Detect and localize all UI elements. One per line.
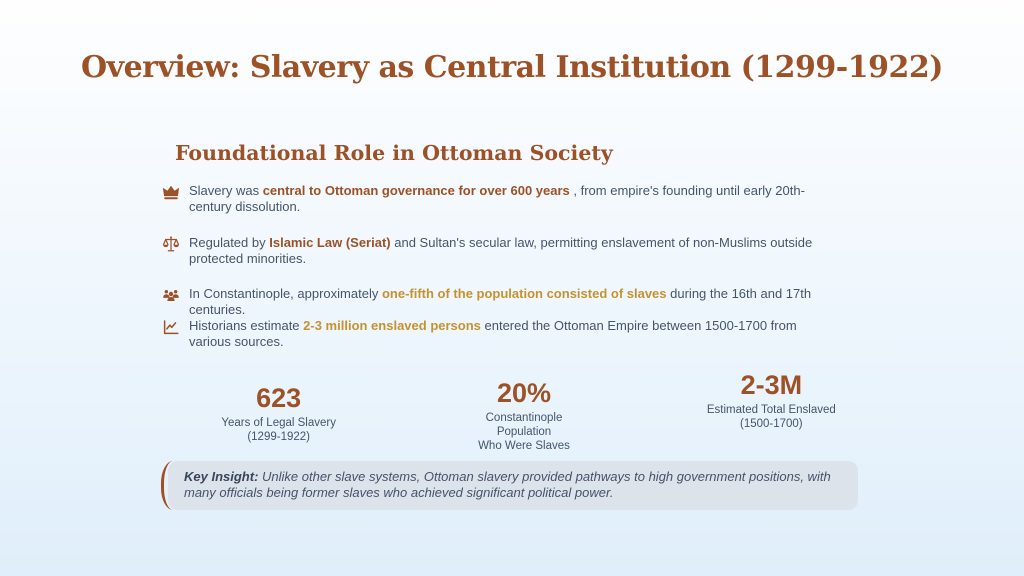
stat-years-legal-slavery: 623 Years of Legal Slavery (1299-1922) xyxy=(162,370,395,453)
key-insight-text: Unlike other slave systems, Ottoman slav… xyxy=(184,469,831,500)
section-heading: Foundational Role in Ottoman Society xyxy=(175,141,613,165)
bullet-text: Historians estimate 2-3 million enslaved… xyxy=(189,318,797,349)
bullet-highlight: 2-3 million enslaved persons xyxy=(303,318,481,333)
people-icon xyxy=(162,286,180,304)
bullet-highlight: central to Ottoman governance for over 6… xyxy=(262,183,570,198)
stats-row: 623 Years of Legal Slavery (1299-1922) 2… xyxy=(162,370,862,453)
stat-label: Constantinople Population Who Were Slave… xyxy=(478,412,570,452)
bullet-text: Regulated by Islamic Law (Seriat) and Su… xyxy=(189,235,813,266)
scales-icon xyxy=(162,235,180,253)
key-insight-content: Key Insight: Unlike other slave systems,… xyxy=(168,461,858,510)
bullet-highlight: one-fifth of the population consisted of… xyxy=(381,286,667,301)
chart-line-icon xyxy=(162,318,180,336)
stat-value: 2-3M xyxy=(740,370,803,400)
key-insight-label: Key Insight: xyxy=(184,469,259,484)
bullet-list: Slavery was central to Ottoman governanc… xyxy=(162,183,838,350)
stat-estimated-total-enslaved: 2-3M Estimated Total Enslaved (1500-1700… xyxy=(655,370,888,453)
stat-label: Estimated Total Enslaved (1500-1700) xyxy=(706,404,836,430)
bullet-highlight: Islamic Law (Seriat) xyxy=(269,235,391,250)
bullet-item-estimate: Historians estimate 2-3 million enslaved… xyxy=(162,318,838,350)
crown-icon xyxy=(162,183,180,201)
bullet-text: Slavery was central to Ottoman governanc… xyxy=(189,183,805,214)
stat-value: 20% xyxy=(496,378,552,408)
bullet-item-population: In Constantinople, approximately one-fif… xyxy=(162,286,838,318)
bullet-item-law: Regulated by Islamic Law (Seriat) and Su… xyxy=(162,235,838,267)
bullet-text: In Constantinople, approximately one-fif… xyxy=(189,286,812,317)
key-insight-accent-bar xyxy=(161,461,175,510)
content-area: Foundational Role in Ottoman Society Sla… xyxy=(161,141,862,510)
key-insight-box: Key Insight: Unlike other slave systems,… xyxy=(161,461,858,510)
stat-constantinople-population: 20% Constantinople Population Who Were S… xyxy=(407,370,640,453)
stat-label: Years of Legal Slavery (1299-1922) xyxy=(221,417,336,443)
stat-value: 623 xyxy=(256,383,302,413)
page-title: Overview: Slavery as Central Institution… xyxy=(81,50,943,85)
bullet-item-governance: Slavery was central to Ottoman governanc… xyxy=(162,183,838,215)
